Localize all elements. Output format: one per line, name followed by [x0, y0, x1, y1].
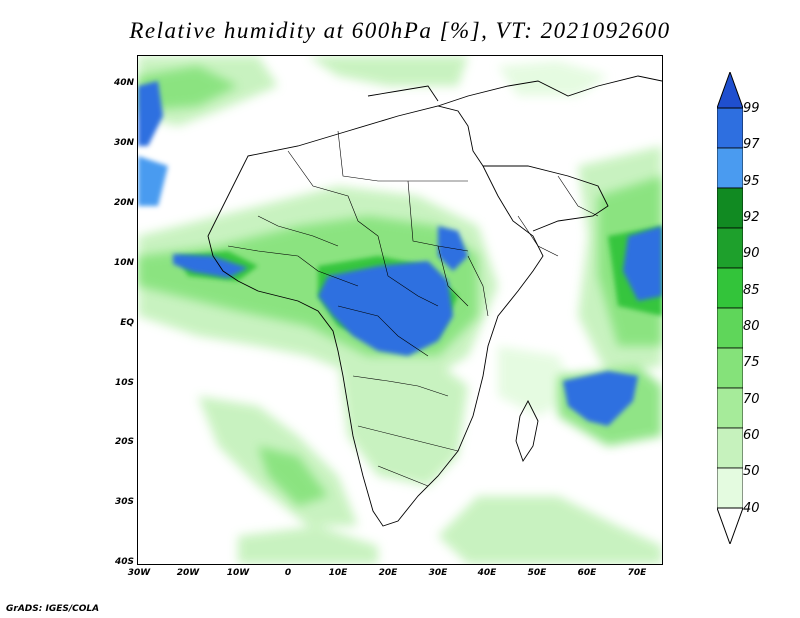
coastlines: [207, 75, 662, 527]
lon-label-40e: 40E: [477, 568, 497, 578]
lat-label-eq: EQ: [120, 318, 134, 328]
colorbar-box: [717, 387, 743, 429]
colorbar-box: [717, 147, 743, 189]
lat-label-10n: 10N: [113, 258, 134, 268]
lon-label-60e: 60E: [577, 568, 597, 578]
software-credit: GrADS: IGES/COLA: [6, 604, 100, 614]
map-title: Relative humidity at 600hPa [%], VT: 202…: [129, 18, 671, 43]
country-borders: [227, 130, 599, 487]
colorbar-box: [717, 187, 743, 229]
colorbar-label-90: 90: [743, 246, 760, 261]
lat-label-40n: 40N: [113, 78, 134, 88]
map-plot-area: [137, 55, 663, 565]
colorbar-label-99: 99: [743, 101, 760, 116]
lon-label-10e: 10E: [328, 568, 348, 578]
lon-label-0: 0: [284, 568, 292, 578]
lon-label-20e: 20E: [378, 568, 398, 578]
colorbar-box: [717, 107, 743, 149]
lat-label-20s: 20S: [114, 437, 134, 447]
colorbar-label-70: 70: [743, 392, 760, 407]
colorbar-label-40: 40: [743, 501, 760, 516]
colorbar-box: [717, 347, 743, 389]
humidity-map: [138, 56, 662, 564]
colorbar-label-92: 92: [743, 210, 760, 225]
lat-label-30s: 30S: [114, 497, 134, 507]
colorbar-box: [717, 427, 743, 469]
colorbar-bottom-arrow: [717, 507, 743, 544]
colorbar-top-arrow: [717, 72, 743, 109]
lon-label-50e: 50E: [527, 568, 547, 578]
lon-label-70e: 70E: [627, 568, 647, 578]
lon-label-30w: 30W: [127, 568, 151, 578]
colorbar-label-60: 60: [743, 428, 760, 443]
colorbar-box: [717, 227, 743, 269]
lon-label-30e: 30E: [428, 568, 448, 578]
lat-label-10s: 10S: [114, 378, 134, 388]
lat-label-30n: 30N: [113, 138, 134, 148]
lon-label-10w: 10W: [226, 568, 250, 578]
colorbar-label-95: 95: [743, 174, 760, 189]
colorbar-label-50: 50: [743, 464, 760, 479]
lat-label-20n: 20N: [113, 198, 134, 208]
colorbar-label-97: 97: [743, 137, 760, 152]
colorbar-label-75: 75: [743, 355, 760, 370]
humidity-field-saturated: [138, 81, 662, 426]
colorbar-label-80: 80: [743, 319, 760, 334]
lat-label-40s: 40S: [114, 557, 134, 567]
colorbar-box: [717, 467, 743, 509]
colorbar: [717, 72, 743, 544]
lon-label-20w: 20W: [176, 568, 200, 578]
colorbar-box: [717, 307, 743, 349]
colorbar-label-85: 85: [743, 283, 760, 298]
colorbar-box: [717, 267, 743, 309]
